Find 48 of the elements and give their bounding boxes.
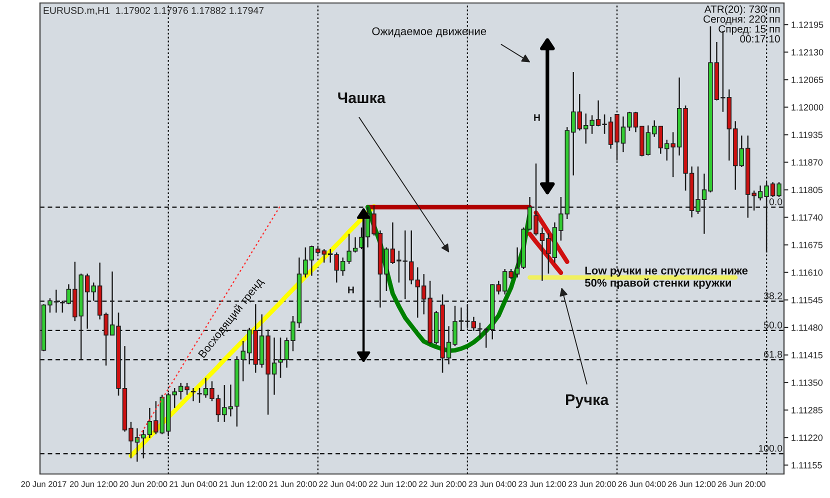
annotation: 00:17:10 (740, 35, 780, 43)
x-tick-label: 23 Jun 20:00 (568, 481, 616, 488)
x-tick-label: 26 Jun 04:00 (618, 481, 666, 488)
y-tick-label: 1.12065 (792, 76, 824, 84)
y-tick-label: 1.11805 (792, 186, 823, 194)
y-tick-label: 1.11415 (792, 352, 823, 358)
y-tick-label: 1.11740 (792, 214, 823, 221)
chart-title: EURUSD.m,H1 1.17902 1.17976 1.17882 1.17947 (44, 7, 264, 16)
y-tick-label: 1.12000 (792, 104, 824, 111)
annotation: Low ручки не спустился ниже 50% правой стенки кружки (584, 266, 748, 289)
x-tick-label: 20 Jun 2017 (21, 481, 66, 488)
y-tick-label: 1.11350 (792, 379, 823, 386)
annotation: 50.0 (764, 322, 782, 328)
annotation: Сегодня: 220 пп (704, 15, 780, 25)
x-tick-label: 23 Jun 04:00 (468, 481, 516, 488)
annotation: H (534, 114, 540, 121)
y-tick-label: 1.11155 (792, 462, 822, 468)
x-tick-label: 26 Jun 20:00 (718, 481, 766, 488)
x-tick-label: 21 Jun 04:00 (170, 481, 218, 488)
y-tick-label: 1.11285 (792, 407, 823, 414)
y-tick-label: 1.11675 (792, 242, 823, 248)
annotation: 61.8 (764, 350, 782, 358)
x-tick-label: 22 Jun 20:00 (418, 481, 466, 488)
annotation: 100.0 (758, 444, 782, 452)
y-tick-label: 1.11610 (792, 269, 823, 276)
x-tick-label: 22 Jun 12:00 (369, 481, 416, 488)
y-tick-label: 1.11545 (792, 296, 823, 304)
x-tick-label: 20 Jun 20:00 (120, 481, 168, 488)
annotation: 0.0 (769, 198, 782, 206)
x-tick-label: 20 Jun 12:00 (70, 481, 118, 488)
x-tick-label: 26 Jun 12:00 (668, 481, 716, 488)
x-tick-label: 21 Jun 12:00 (219, 481, 267, 488)
annotation: Ожидаемое движение (372, 27, 486, 38)
x-tick-label: 22 Jun 04:00 (319, 481, 367, 488)
annotation: ATR(20): 730 пп (704, 5, 780, 15)
x-tick-label: 23 Jun 12:00 (518, 481, 566, 488)
annotation: 38.2 (764, 292, 782, 300)
y-tick-label: 1.11480 (792, 324, 823, 331)
y-tick-label: 1.12195 (792, 22, 824, 28)
annotation: Чашка (338, 92, 386, 104)
y-tick-label: 1.11935 (792, 132, 823, 138)
annotation: Спред: 15 пп (718, 25, 780, 35)
annotation: H (348, 286, 354, 294)
y-tick-label: 1.11870 (792, 159, 823, 166)
annotation: Ручка (566, 394, 609, 408)
x-tick-label: 21 Jun 20:00 (269, 481, 317, 488)
y-tick-label: 1.11220 (792, 434, 823, 441)
y-tick-label: 1.12130 (792, 49, 824, 56)
